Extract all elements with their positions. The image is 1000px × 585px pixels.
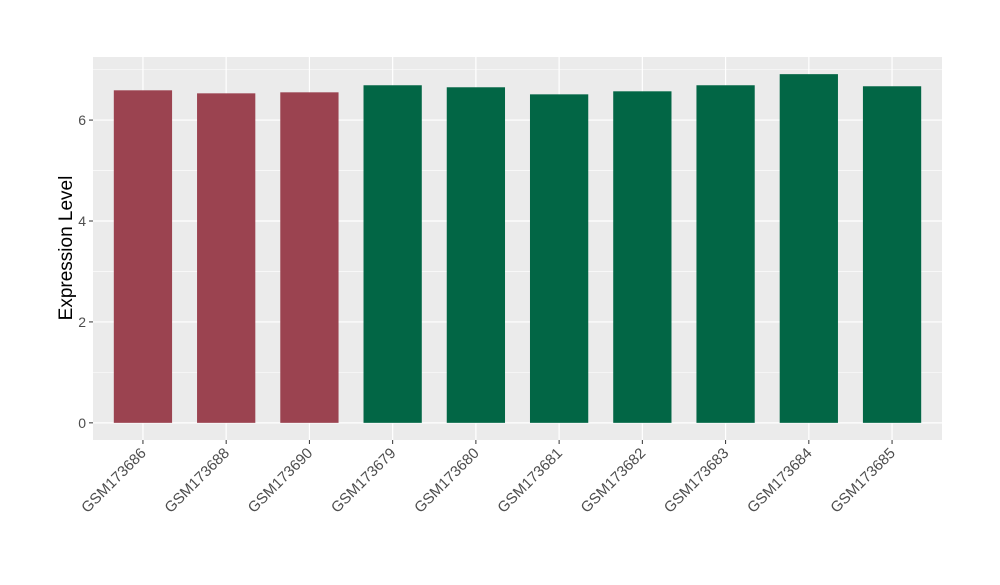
- bar: [613, 91, 672, 423]
- y-axis-label: Expression Level: [56, 176, 77, 321]
- x-tick-label: GSM173681: [494, 445, 566, 517]
- y-tick-label: 6: [78, 112, 86, 128]
- y-tick-label: 0: [78, 415, 86, 431]
- y-tick-label: 2: [78, 314, 86, 330]
- x-tick-label: GSM173680: [411, 445, 483, 517]
- bar: [446, 87, 506, 423]
- x-axis: GSM173686 GSM173688 GSM173690 GSM173679 GSM1…: [78, 440, 899, 516]
- x-tick-label: GSM173683: [661, 445, 733, 517]
- y-tick-label: 4: [78, 213, 86, 229]
- bar: [529, 94, 589, 423]
- bars: [113, 74, 922, 423]
- x-tick-label: GSM173684: [744, 445, 816, 517]
- bar: [280, 92, 339, 423]
- bar: [363, 85, 422, 423]
- bar: [862, 86, 922, 423]
- x-tick-label: GSM173686: [78, 445, 150, 517]
- x-tick-label: GSM173685: [827, 445, 899, 517]
- x-tick-label: GSM173682: [578, 445, 650, 517]
- bar: [197, 93, 256, 423]
- x-tick-label: GSM173679: [328, 445, 400, 517]
- x-tick-label: GSM173690: [245, 445, 317, 517]
- bar: [113, 90, 173, 423]
- x-tick-label: GSM173688: [161, 445, 233, 517]
- bar: [696, 85, 755, 423]
- bar: [779, 74, 838, 423]
- y-axis: 0 2 4 6: [78, 112, 93, 431]
